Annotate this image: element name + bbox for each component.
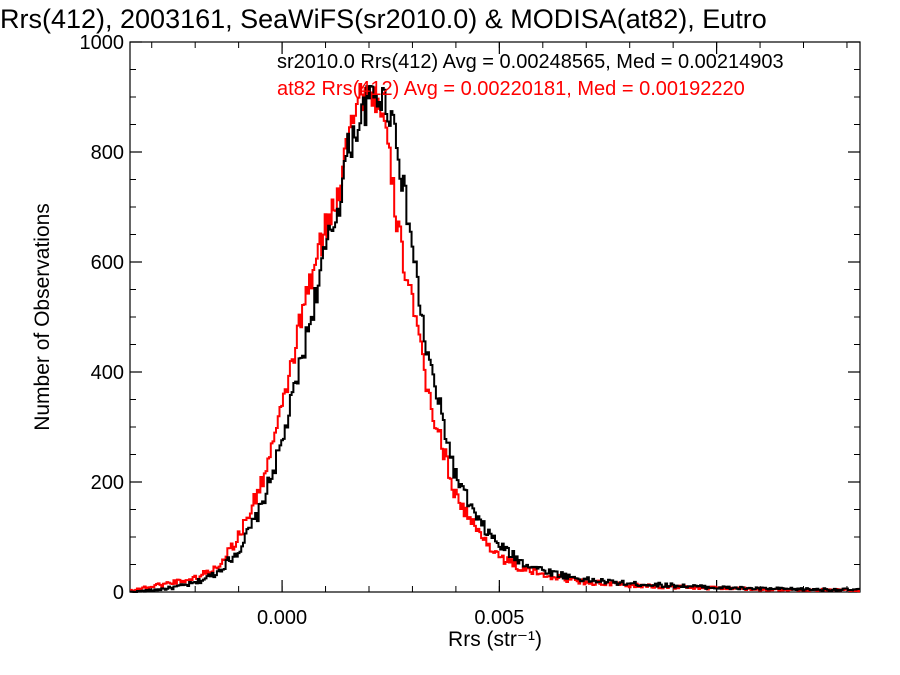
y-axis-label: Number of Observations <box>31 203 54 431</box>
y-axis-ticks <box>130 41 860 593</box>
series-1-line <box>130 84 860 593</box>
y-axis-tick-labels: 0 200 400 600 800 1000 <box>80 32 125 604</box>
series-2-line <box>130 83 860 593</box>
y-tick-label: 800 <box>91 142 124 164</box>
y-tick-label: 0 <box>113 582 124 604</box>
x-tick-label: 0.010 <box>692 607 742 629</box>
y-tick-label: 400 <box>91 362 124 384</box>
chart-title: Rrs(412), 2003161, SeaWiFS(sr2010.0) & M… <box>0 4 767 34</box>
legend-entry-series-1: sr2010.0 Rrs(412) Avg = 0.00248565, Med … <box>277 51 784 73</box>
plot-frame <box>129 41 861 593</box>
y-tick-label: 200 <box>91 472 124 494</box>
x-axis-ticks <box>151 42 848 592</box>
y-tick-label: 600 <box>91 252 124 274</box>
series-layer <box>130 83 860 593</box>
x-tick-label: 0.000 <box>257 607 307 629</box>
y-tick-label: 1000 <box>80 32 125 54</box>
legend-entry-series-2: at82 Rrs(412) Avg = 0.00220181, Med = 0.… <box>277 78 745 100</box>
x-axis-tick-labels: 0.000 0.005 0.010 <box>257 607 742 629</box>
x-tick-label: 0.005 <box>474 607 524 629</box>
x-axis-label: Rrs (str⁻¹) <box>448 628 542 651</box>
